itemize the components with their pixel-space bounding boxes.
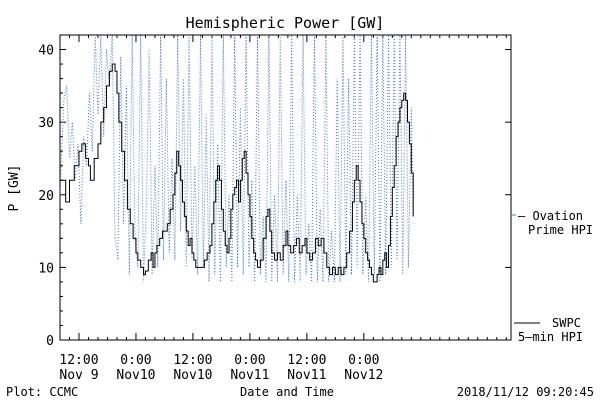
y-axis-label: P [GW] (7, 165, 22, 212)
series-layer (59, 34, 414, 283)
x-tick-label-time-0: 12:00 (59, 353, 98, 368)
x-tick-label-time-2: 12:00 (173, 353, 212, 368)
x-tick-label-time-1: 0:00 (120, 353, 151, 368)
plot-frame (59, 34, 512, 341)
footer-plot-credit: Plot: CCMC (6, 385, 78, 399)
legend-ovation-line2: Prime HPI (528, 223, 593, 237)
y-tick-label-0: 0 (46, 334, 54, 349)
legend-swpc-line1: SWPC (552, 316, 581, 330)
x-tick-label-date-0: Nov 9 (59, 368, 98, 383)
series-line-ovation (59, 34, 414, 282)
footer-timestamp: 2018/11/12 09:20:45 (457, 385, 594, 399)
y-tick-label-3: 30 (38, 116, 54, 131)
x-tick-label-date-1: Nov10 (116, 368, 155, 383)
x-axis-label: Date and Time (240, 385, 334, 399)
x-tick-label-time-5: 0:00 (348, 353, 379, 368)
x-tick-label-date-5: Nov12 (344, 368, 383, 383)
y-tick-label-1: 10 (38, 261, 54, 276)
x-tick-label-date-2: Nov10 (173, 368, 212, 383)
chart-title: Hemispheric Power [GW] (186, 14, 385, 32)
y-tick-label-2: 20 (38, 189, 54, 204)
x-tick-label-date-3: Nov11 (230, 368, 269, 383)
y-axis: 0 10 20 30 40 (38, 34, 511, 349)
x-tick-label-date-4: Nov11 (287, 368, 326, 383)
legend-ovation-line1: – Ovation (518, 209, 583, 223)
x-tick-label-time-3: 0:00 (234, 353, 265, 368)
y-tick-label-4: 40 (38, 44, 54, 59)
series-line-swpc (60, 63, 414, 283)
x-tick-label-time-4: 12:00 (287, 353, 326, 368)
legend-swpc-line2: 5–min HPI (518, 330, 583, 344)
